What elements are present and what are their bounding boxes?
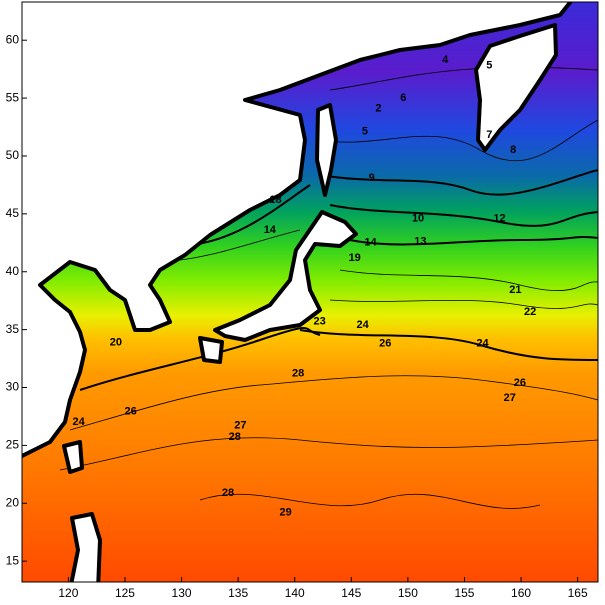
y-tick-label: 30 [6,380,20,394]
contour-label: 12 [493,212,505,224]
contour-label: 29 [280,506,292,518]
contour-label: 13 [414,236,426,248]
y-tick-label: 35 [6,322,20,336]
isotherm [329,299,598,309]
isotherm [189,184,311,246]
contour-label: 24 [476,337,489,349]
y-tick-label: 40 [6,264,20,278]
isotherm [179,229,301,261]
isotherms [59,66,598,509]
contour-label: 19 [349,252,361,264]
mainland [22,2,573,459]
isotherm [339,269,598,291]
y-tick-label: 45 [6,206,20,220]
contour-label: 26 [514,377,526,389]
contour-label: 18 [269,194,281,206]
luzon [69,512,102,582]
y-tick-label: 25 [6,438,20,452]
y-tick-label: 20 [6,495,20,509]
taiwan [62,440,84,474]
contour-label: 5 [486,60,492,72]
x-tick-label: 125 [115,586,135,600]
isotherm [349,236,598,246]
contour-label: 22 [524,306,536,318]
contour-label: 14 [364,237,377,249]
map-area [22,2,598,582]
y-tick-label: 15 [6,553,20,567]
contour-label: 24 [72,416,85,428]
contour-label: 24 [356,319,369,331]
isotherm [319,119,598,162]
contour-label: 20 [110,336,122,348]
contour-label: 26 [379,337,391,349]
contour-label: 27 [504,392,516,404]
contour-label: 14 [264,224,277,236]
contour-label: 4 [442,54,449,66]
contour-label: 6 [400,92,406,104]
isotherm [79,327,321,391]
x-tick-label: 150 [398,586,418,600]
isotherm [329,204,598,227]
x-tick-label: 130 [172,586,192,600]
contour-label: 2 [375,102,381,114]
contour-label: 23 [313,315,325,327]
contour-label: 7 [486,129,492,141]
contour-label: 28 [229,431,241,443]
x-tick-label: 165 [568,586,588,600]
contour-label: 8 [510,144,516,156]
contour-label: 27 [234,420,246,432]
contour-label: 28 [292,368,304,380]
isotherm [69,375,598,431]
x-tick-label: 120 [58,586,78,600]
kyushu [198,336,224,364]
isotherm [319,169,598,196]
sakhalin [315,103,338,197]
contour-label: 5 [362,126,368,138]
land [22,2,573,582]
y-tick-label: 50 [6,148,20,162]
contour-label: 10 [412,212,424,224]
x-tick-label: 145 [341,586,361,600]
isotherm [59,437,598,471]
contour-label: 9 [369,172,375,184]
isotherm [299,329,598,361]
x-tick-label: 160 [511,586,531,600]
contour-label: 26 [125,406,137,418]
x-tick-label: 140 [285,586,305,600]
x-tick-label: 135 [228,586,248,600]
contour-label: 21 [509,284,521,296]
isotherm [199,493,541,509]
kamchatka [474,23,558,152]
japan [213,210,358,342]
y-tick-label: 60 [6,32,20,46]
contour-label: 28 [222,487,234,499]
plot-frame [21,1,599,583]
y-tick-label: 55 [6,90,20,104]
x-tick-label: 155 [454,586,474,600]
